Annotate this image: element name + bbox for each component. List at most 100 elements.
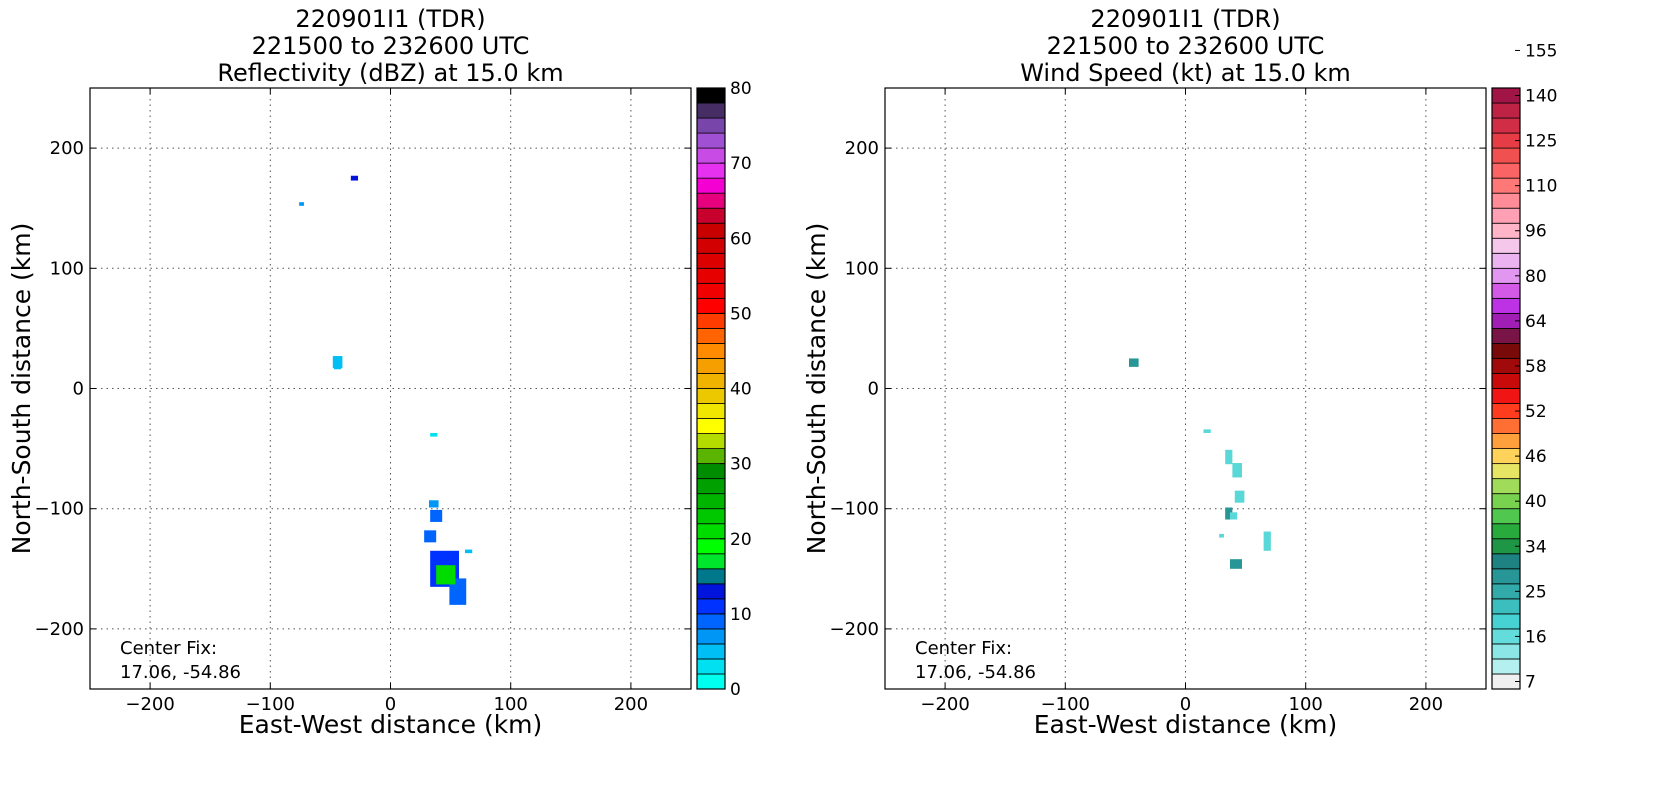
colorbar-segment bbox=[696, 343, 726, 359]
colorbar-segment bbox=[696, 418, 726, 434]
x-tick-label: 0 bbox=[1180, 694, 1191, 715]
chart-title-line-3: Wind Speed (kt) at 15.0 km bbox=[1020, 59, 1351, 87]
colorbar-segment bbox=[696, 403, 726, 419]
echo-patch bbox=[332, 356, 343, 370]
colorbar-tick-label: 40 bbox=[1525, 492, 1547, 512]
y-tick-label: −200 bbox=[35, 619, 84, 640]
x-tick-label: 200 bbox=[614, 694, 648, 715]
colorbar-segment bbox=[1491, 568, 1521, 585]
x-tick-label: 100 bbox=[1289, 694, 1323, 715]
colorbar-segment bbox=[1491, 343, 1521, 359]
colorbar-segment bbox=[696, 523, 726, 540]
echo-cell bbox=[350, 175, 359, 181]
echo-cell bbox=[299, 202, 304, 206]
colorbar-segment bbox=[696, 267, 726, 284]
colorbar-segment bbox=[696, 327, 726, 344]
colorbar-segment bbox=[1491, 117, 1521, 134]
echo-patch bbox=[350, 175, 359, 181]
colorbar-segment bbox=[696, 613, 726, 630]
echo-patch bbox=[1203, 429, 1211, 433]
echo-cell bbox=[1129, 358, 1139, 367]
colorbar-segment bbox=[696, 628, 726, 645]
chart-panel-1: 220901I1 (TDR)221500 to 232600 UTCReflec… bbox=[7, 5, 752, 739]
echo-patch bbox=[1129, 358, 1139, 367]
echo-patch bbox=[299, 202, 304, 206]
colorbar-segment bbox=[696, 132, 726, 149]
y-tick-label: 100 bbox=[50, 258, 84, 279]
colorbar-tick-label: 40 bbox=[730, 380, 752, 400]
colorbar-segment bbox=[696, 237, 726, 254]
colorbar: 80 70 60 50 40 30 20 10 0 bbox=[696, 79, 752, 700]
colorbar-segment bbox=[696, 508, 726, 525]
colorbar-segment bbox=[1491, 192, 1521, 209]
x-tick-label: 0 bbox=[385, 694, 396, 715]
echo-patch bbox=[1263, 531, 1271, 551]
echo-patch bbox=[436, 565, 456, 585]
colorbar-segment bbox=[696, 222, 726, 239]
chart-title-line-2: 221500 to 232600 UTC bbox=[1047, 32, 1325, 60]
colorbar-segment bbox=[696, 117, 726, 134]
colorbar-tick-label: 64 bbox=[1525, 312, 1547, 332]
colorbar-tick-label: 25 bbox=[1525, 582, 1547, 602]
echo-cell bbox=[332, 356, 343, 369]
echo-cell bbox=[428, 500, 439, 508]
colorbar-segment bbox=[1491, 643, 1521, 660]
echo-patch bbox=[430, 432, 438, 437]
colorbar-segment bbox=[1491, 102, 1521, 119]
colorbar-segment bbox=[696, 312, 726, 329]
colorbar-tick-label: 110 bbox=[1525, 177, 1557, 197]
colorbar-tick-label: 96 bbox=[1525, 222, 1547, 242]
colorbar-segment bbox=[1491, 478, 1521, 495]
echo-cell bbox=[430, 432, 438, 437]
colorbar-tick-label: 7 bbox=[1525, 672, 1536, 692]
colorbar-tick-label: 80 bbox=[730, 79, 752, 99]
x-tick-label: −100 bbox=[1041, 694, 1090, 715]
chart-title-line-2: 221500 to 232600 UTC bbox=[252, 32, 530, 60]
y-axis-label: North-South distance (km) bbox=[7, 223, 36, 555]
x-axis-label: East-West distance (km) bbox=[1034, 710, 1338, 739]
colorbar-segment bbox=[696, 297, 726, 314]
y-tick-label: 200 bbox=[845, 138, 879, 159]
colorbar-segment bbox=[1491, 613, 1521, 630]
x-axis-label: East-West distance (km) bbox=[239, 710, 543, 739]
echo-cell bbox=[1229, 512, 1238, 520]
colorbar-segment bbox=[1491, 433, 1521, 450]
echo-cell bbox=[465, 549, 473, 554]
colorbar-segment bbox=[696, 162, 726, 179]
plot-frame bbox=[89, 87, 692, 690]
echo-cell bbox=[1263, 531, 1271, 551]
colorbar-tick-label: 140 bbox=[1525, 87, 1557, 107]
x-tick-label: 100 bbox=[494, 694, 528, 715]
colorbar-segment bbox=[1491, 162, 1521, 179]
colorbar-segment bbox=[696, 358, 726, 374]
center-fix-value: 17.06, -54.86 bbox=[120, 662, 241, 683]
colorbar-tick-label: 125 bbox=[1525, 132, 1557, 152]
y-tick-label: 100 bbox=[845, 258, 879, 279]
y-tick-label: 0 bbox=[868, 379, 879, 400]
colorbar-tick-label: 34 bbox=[1525, 537, 1547, 557]
echo-cell bbox=[1225, 507, 1233, 520]
colorbar-segment bbox=[696, 658, 726, 675]
x-tick-label: −200 bbox=[125, 694, 174, 715]
colorbar-segment bbox=[1491, 297, 1521, 314]
y-tick-label: −200 bbox=[830, 619, 879, 640]
colorbar-segment bbox=[696, 568, 726, 585]
colorbar-segment bbox=[1491, 523, 1521, 540]
x-tick-label: −200 bbox=[920, 694, 969, 715]
colorbar-segment bbox=[1491, 508, 1521, 525]
colorbar-segment bbox=[1491, 373, 1521, 389]
echo-cell bbox=[424, 530, 437, 543]
center-fix-label: Center Fix: bbox=[120, 638, 217, 659]
colorbar-segment bbox=[1491, 658, 1521, 675]
plot-frame bbox=[884, 87, 1487, 690]
colorbar-tick-label: 155 bbox=[1525, 41, 1557, 61]
colorbar-tick-label: 70 bbox=[730, 154, 752, 174]
y-tick-label: 200 bbox=[50, 138, 84, 159]
colorbar-segment bbox=[696, 177, 726, 194]
echo-patch bbox=[1232, 463, 1242, 478]
colorbar-segment bbox=[696, 87, 726, 104]
echo-cell bbox=[1225, 449, 1233, 465]
colorbar-segment bbox=[696, 673, 726, 690]
